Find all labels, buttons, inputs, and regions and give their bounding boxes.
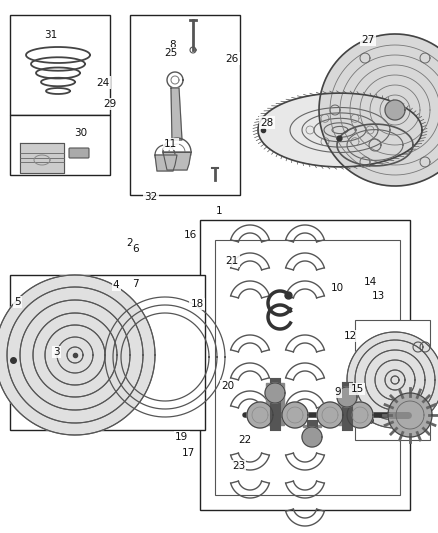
Text: 16: 16: [184, 230, 197, 239]
Polygon shape: [337, 387, 357, 407]
Text: 29: 29: [103, 99, 116, 109]
Bar: [130, 15, 240, 195]
Text: 7: 7: [132, 279, 139, 289]
Text: 25: 25: [164, 49, 177, 58]
Polygon shape: [303, 425, 321, 427]
Polygon shape: [163, 152, 191, 170]
Text: 26: 26: [226, 54, 239, 63]
Polygon shape: [347, 332, 438, 428]
Polygon shape: [0, 275, 155, 435]
Text: 19: 19: [175, 432, 188, 442]
Text: 1: 1: [215, 206, 223, 215]
Text: 15: 15: [350, 384, 364, 394]
Polygon shape: [347, 402, 373, 428]
Polygon shape: [317, 402, 343, 428]
Polygon shape: [338, 387, 356, 425]
Text: 11: 11: [164, 139, 177, 149]
Text: 21: 21: [226, 256, 239, 266]
FancyBboxPatch shape: [69, 148, 89, 158]
Polygon shape: [155, 155, 177, 171]
Text: 22: 22: [239, 435, 252, 445]
Text: 10: 10: [331, 283, 344, 293]
Text: 18: 18: [191, 299, 204, 309]
Text: 23: 23: [232, 462, 245, 471]
Bar: [10, 115, 110, 175]
Bar: [215, 240, 400, 495]
Text: 24: 24: [96, 78, 110, 87]
Polygon shape: [388, 393, 432, 437]
Text: 28: 28: [261, 118, 274, 127]
Polygon shape: [302, 427, 322, 447]
Text: 12: 12: [344, 331, 357, 341]
Polygon shape: [282, 402, 308, 428]
Text: 9: 9: [334, 387, 341, 397]
Text: 5: 5: [14, 297, 21, 307]
Polygon shape: [20, 143, 64, 173]
Bar: [200, 220, 410, 510]
Text: 13: 13: [372, 291, 385, 301]
Text: 27: 27: [361, 35, 374, 45]
Text: 2: 2: [126, 238, 133, 247]
Polygon shape: [385, 100, 405, 120]
Text: 32: 32: [145, 192, 158, 202]
Polygon shape: [171, 88, 182, 140]
Text: 30: 30: [74, 128, 88, 138]
Text: 4: 4: [113, 280, 120, 290]
Polygon shape: [319, 34, 438, 186]
Polygon shape: [266, 383, 284, 425]
Bar: [10, 15, 110, 115]
Text: 3: 3: [53, 347, 60, 357]
Text: 31: 31: [44, 30, 57, 39]
Text: 6: 6: [132, 245, 139, 254]
Bar: [10, 275, 205, 430]
Polygon shape: [258, 93, 422, 167]
Polygon shape: [265, 383, 285, 403]
Text: 8: 8: [170, 41, 177, 50]
Text: 20: 20: [221, 382, 234, 391]
Polygon shape: [247, 402, 273, 428]
Bar: [355, 320, 430, 440]
Text: 17: 17: [182, 448, 195, 458]
Text: 14: 14: [364, 278, 377, 287]
